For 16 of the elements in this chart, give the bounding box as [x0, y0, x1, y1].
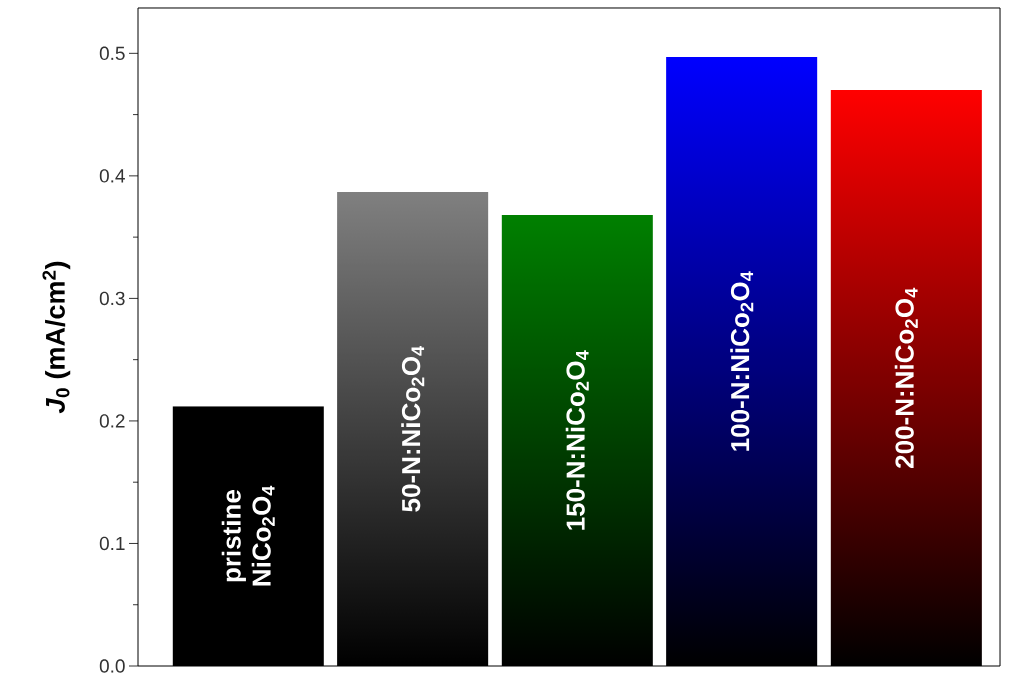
y-tick-label: 0.0: [99, 659, 125, 673]
y-tick-label: 0.1: [99, 536, 125, 551]
y-axis-title: J$_{0}$ (mA/cm$^{2}$): [42, 261, 71, 414]
bar: [172, 406, 324, 666]
y-tick-label: 0.3: [99, 291, 125, 306]
bar: [501, 215, 653, 666]
y-tick-label: 0.2: [99, 414, 125, 428]
x-tick-label: 50-N:NiCo$_{2}$O$_{4}$: [401, 345, 425, 512]
y-tick-label: 0.5: [99, 46, 125, 61]
y-tick-label: 0.4: [99, 169, 125, 183]
bar: [666, 57, 818, 666]
x-tick-label: 200-N:NiCo$_{2}$O$_{4}$: [894, 287, 918, 468]
x-tick-label: 100-N:NiCo$_{2}$O$_{4}$: [730, 271, 754, 451]
x-tick-label: 150-N:NiCo$_{2}$O$_{4}$: [565, 350, 589, 530]
bar: [830, 90, 982, 666]
bar: [337, 192, 489, 666]
